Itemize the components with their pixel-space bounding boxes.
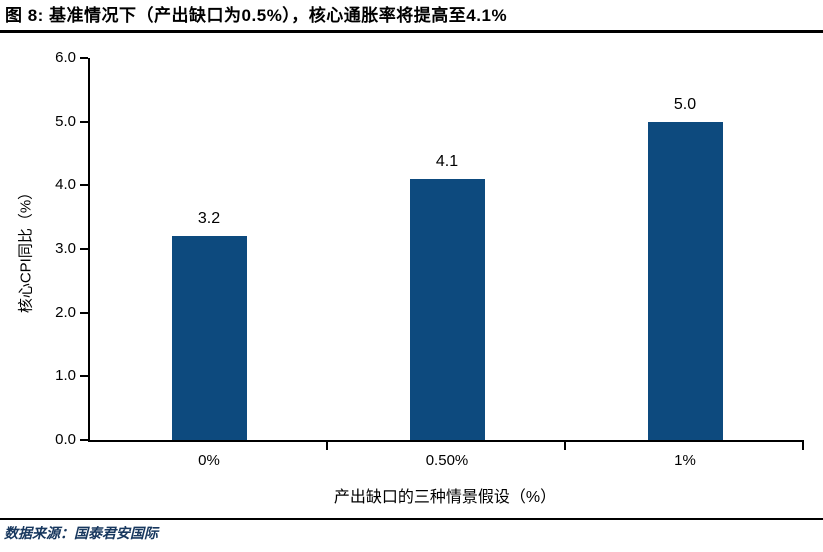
x-tick-mark: [564, 442, 566, 450]
y-tick-mark: [80, 248, 88, 250]
x-tick-mark: [326, 442, 328, 450]
y-tick-label: 1.0: [55, 367, 76, 385]
y-tick-label: 0.0: [55, 431, 76, 448]
x-axis-title: 产出缺口的三种情景假设（%）: [333, 489, 557, 506]
x-tick-label: 0%: [198, 452, 220, 469]
y-tick-mark: [80, 120, 88, 123]
bar-value-label: 4.1: [435, 152, 459, 170]
bar: [647, 121, 723, 440]
footer-divider: [0, 518, 823, 520]
y-tick-mark: [80, 375, 88, 378]
bar: [409, 178, 485, 440]
y-tick-mark: [80, 311, 88, 314]
figure-title: 图 8: 基准情况下（产出缺口为0.5%），核心通胀率将提高至4.1%: [5, 6, 508, 25]
y-tick-mark: [80, 184, 88, 187]
bar-value-label: 5.0: [673, 95, 697, 113]
data-source-note: 数据来源：国泰君安国际: [4, 525, 158, 541]
y-tick-mark: [80, 57, 88, 59]
y-tick-label: 5.0: [55, 112, 76, 130]
title-divider: [0, 30, 823, 33]
y-tick-mark: [80, 439, 88, 441]
y-tick-label: 4.0: [55, 176, 76, 194]
bar: [171, 236, 247, 440]
y-tick-label: 6.0: [55, 49, 76, 66]
x-tick-label: 0.50%: [425, 452, 469, 469]
y-tick-label: 2.0: [55, 303, 76, 321]
bar-value-label: 3.2: [197, 210, 221, 228]
y-tick-label: 3.0: [55, 240, 76, 257]
plot-area: 0.0 1.0 2.0 3.0 4.0 5.0 6.0 3.2 0% 4.1 0.50% 5.0 1%: [55, 49, 804, 469]
x-tick-mark: [802, 442, 804, 450]
x-tick-label: 1%: [674, 452, 696, 469]
